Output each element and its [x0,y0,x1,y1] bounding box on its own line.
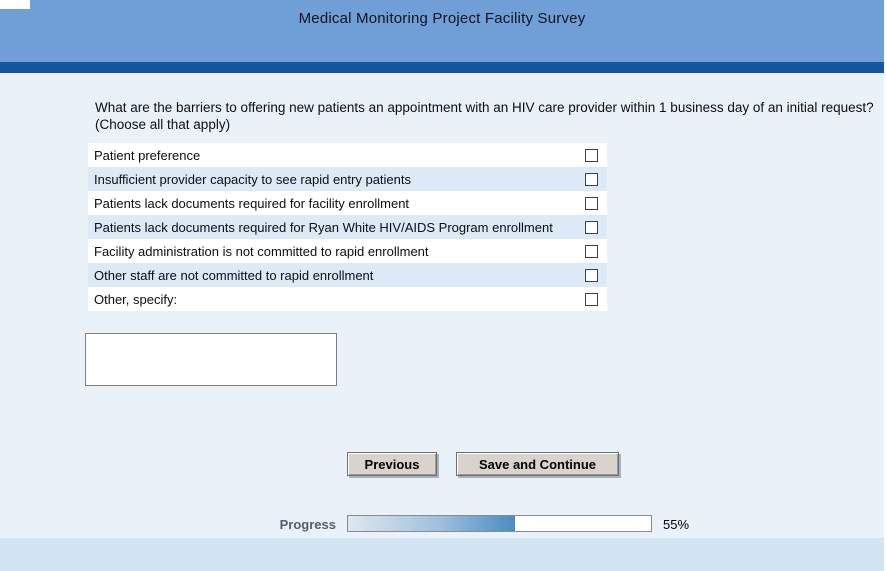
header-bar [0,0,884,62]
page-title: Medical Monitoring Project Facility Surv… [298,10,586,27]
option-checkbox-administration-commitment[interactable] [585,244,598,258]
option-row-provider-capacity: Insufficient provider capacity to see ra… [88,167,607,191]
option-label: Other, specify: [94,291,178,307]
option-checkbox-ryan-white-documents[interactable] [585,220,598,234]
question-line1: What are the barriers to offering new pa… [95,100,874,115]
option-row-ryan-white-documents: Patients lack documents required for Rya… [88,215,607,239]
option-row-other-specify: Other, specify: [88,287,607,311]
save-and-continue-button[interactable]: Save and Continue [456,452,619,476]
progress-bar [347,515,652,532]
option-row-administration-commitment: Facility administration is not committed… [88,239,607,263]
option-label: Patients lack documents required for Rya… [94,219,553,235]
option-label: Patient preference [94,147,201,163]
option-checkbox-other-specify[interactable] [585,292,598,306]
header-stripe [0,62,884,73]
progress-fill [348,516,515,531]
previous-button[interactable]: Previous [347,452,437,476]
option-row-patient-preference: Patient preference [88,143,607,167]
footer-bar [0,538,884,571]
question-line2: (Choose all that apply) [95,117,231,132]
option-checkbox-patient-preference[interactable] [585,148,598,162]
option-row-staff-commitment: Other staff are not committed to rapid e… [88,263,607,287]
question-text: What are the barriers to offering new pa… [95,99,880,133]
option-checkbox-provider-capacity[interactable] [585,172,598,186]
option-label: Patients lack documents required for fac… [94,195,410,211]
option-checkbox-staff-commitment[interactable] [585,268,598,282]
options-list: Patient preference Insufficient provider… [88,143,607,311]
option-label: Facility administration is not committed… [94,243,429,259]
option-label: Other staff are not committed to rapid e… [94,267,374,283]
other-specify-textarea[interactable] [85,333,337,386]
corner-artifact [0,0,30,9]
progress-label: Progress [279,517,336,532]
option-checkbox-facility-documents[interactable] [585,196,598,210]
option-label: Insufficient provider capacity to see ra… [94,171,411,187]
progress-percent: 55% [663,517,690,532]
option-row-facility-documents: Patients lack documents required for fac… [88,191,607,215]
